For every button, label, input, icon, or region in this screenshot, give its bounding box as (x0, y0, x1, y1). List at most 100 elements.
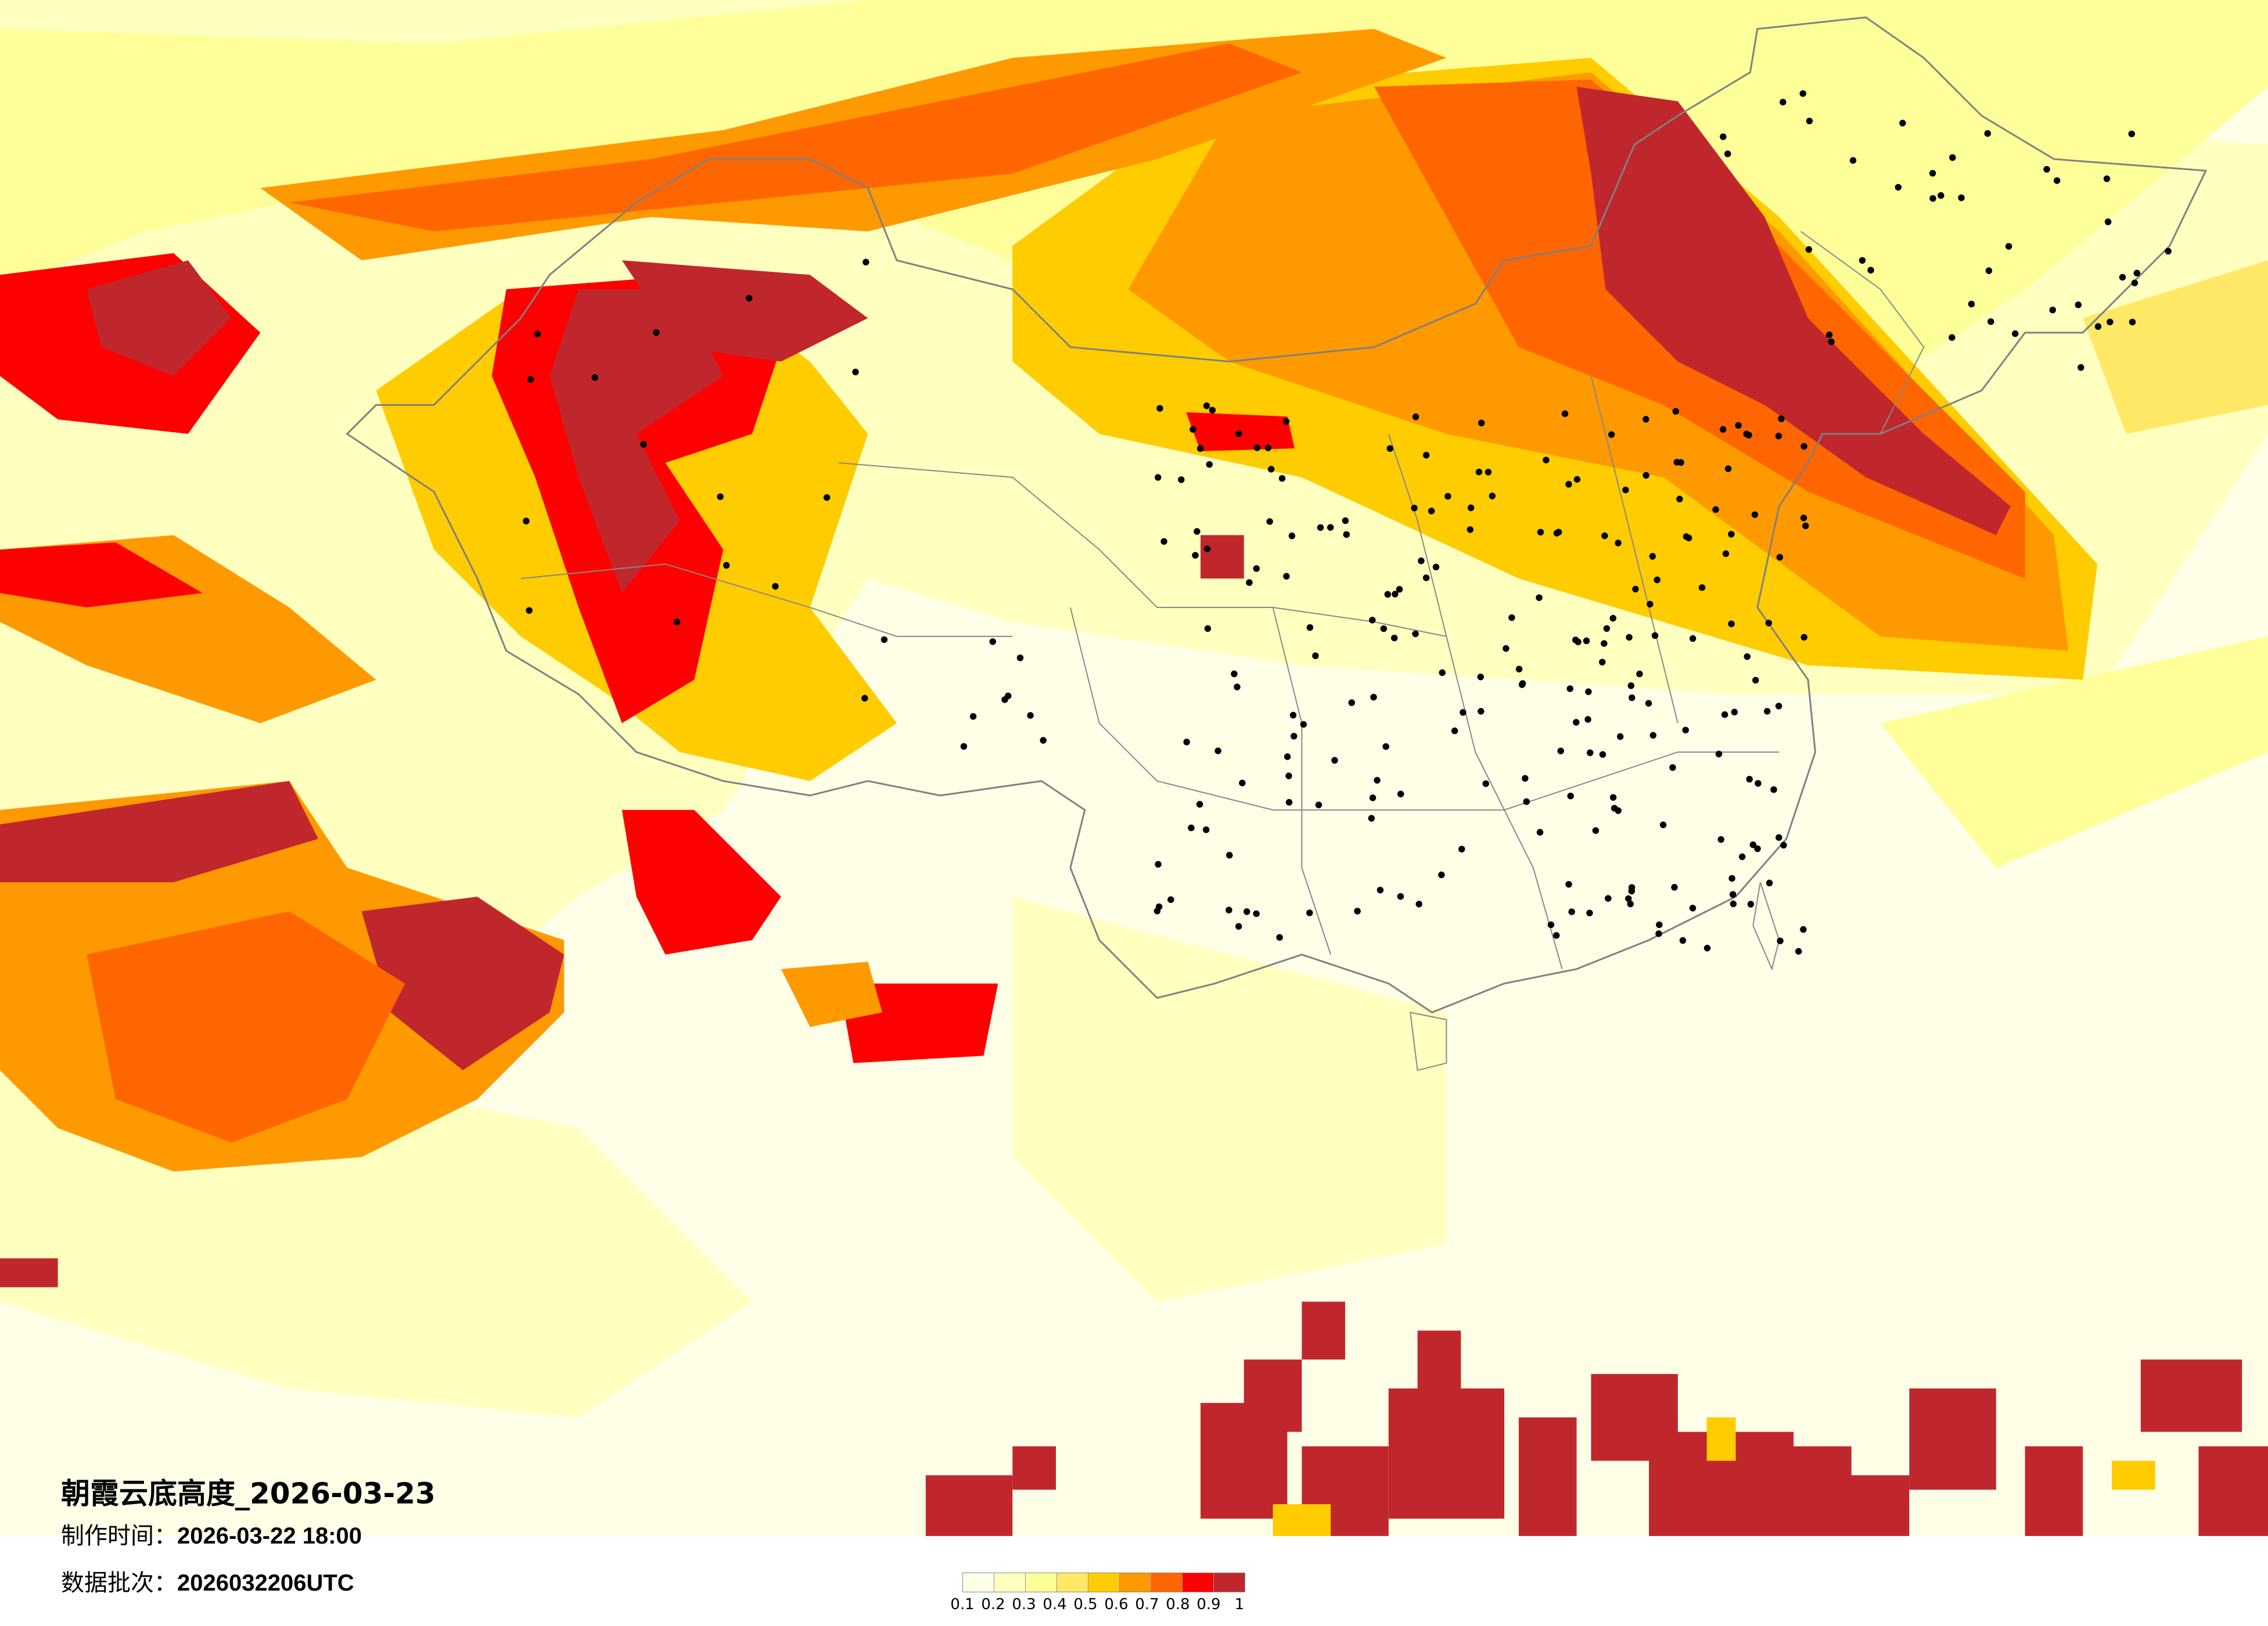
city-marker (2107, 318, 2114, 326)
city-marker (1225, 906, 1232, 913)
city-marker (1682, 726, 1689, 733)
city-marker (1799, 90, 1806, 97)
city-marker (1867, 267, 1874, 274)
city-marker (1958, 194, 1965, 202)
city-marker (1203, 545, 1211, 553)
cloud-region (2083, 260, 2268, 434)
cloud-region (621, 810, 781, 955)
city-marker (1805, 246, 1813, 253)
city-marker (1601, 532, 1608, 539)
city-marker (1537, 528, 1544, 536)
city-marker (1671, 884, 1678, 891)
city-marker (1778, 415, 1785, 422)
city-marker (1985, 267, 1993, 274)
city-marker (2119, 274, 2126, 281)
city-marker (717, 493, 724, 501)
city-marker (1677, 459, 1684, 466)
city-marker (1636, 670, 1643, 678)
city-marker (1415, 901, 1422, 908)
city-marker (1264, 444, 1272, 451)
city-marker (1655, 930, 1662, 937)
city-marker (1412, 413, 1419, 420)
city-marker (1703, 944, 1711, 952)
city-marker (1800, 443, 1807, 450)
data-batch: 数据批次：2026032206UTC (61, 1564, 354, 1598)
city-marker (1386, 445, 1394, 452)
cloud-cell (0, 1258, 58, 1287)
legend-swatch (1057, 1573, 1088, 1592)
city-marker (1776, 553, 1784, 561)
city-marker (1203, 826, 1210, 833)
city-marker (1721, 711, 1728, 718)
city-marker (1728, 531, 1735, 538)
city-marker (1285, 772, 1292, 779)
city-marker (1239, 779, 1246, 787)
city-marker (1178, 476, 1185, 483)
city-marker (1573, 719, 1580, 726)
city-marker (1547, 921, 1555, 929)
city-marker (1267, 466, 1275, 473)
legend-label: 1 (1234, 1596, 1245, 1613)
city-marker (1369, 617, 1376, 624)
city-marker (862, 258, 869, 266)
city-marker (1253, 565, 1260, 572)
city-marker (1235, 430, 1242, 437)
production-time: 制作时间：2026-03-22 18:00 (61, 1517, 362, 1551)
city-marker (1561, 410, 1569, 418)
city-marker (1555, 528, 1562, 536)
city-marker (1478, 708, 1485, 715)
city-marker (1536, 594, 1543, 601)
city-marker (1899, 120, 1906, 127)
city-marker (1859, 257, 1866, 264)
city-marker (1627, 900, 1634, 908)
city-marker (1370, 693, 1377, 701)
city-marker (1397, 790, 1404, 798)
city-marker (1374, 776, 1381, 784)
cloud-field-layers (0, 0, 2268, 1536)
data-batch-label: 数据批次： (61, 1570, 177, 1596)
city-marker (653, 329, 660, 336)
city-marker (523, 517, 530, 525)
city-marker (1565, 881, 1572, 888)
city-marker (1731, 708, 1738, 715)
city-marker (1949, 334, 1956, 341)
city-marker (1775, 433, 1782, 440)
city-marker (1632, 585, 1639, 593)
city-marker (1515, 665, 1523, 672)
city-marker (1629, 694, 1636, 702)
city-marker (1451, 727, 1458, 735)
city-marker (1278, 475, 1286, 482)
city-marker (1755, 780, 1762, 787)
city-marker (1396, 586, 1403, 593)
city-marker (1683, 533, 1690, 540)
city-marker (1729, 891, 1737, 898)
city-marker (1376, 886, 1384, 894)
city-marker (1605, 895, 1612, 902)
city-marker (1543, 456, 1550, 463)
legend-swatch (1026, 1573, 1057, 1592)
city-marker (1654, 576, 1660, 584)
city-marker (1428, 508, 1435, 515)
city-marker (1730, 900, 1737, 908)
city-marker (989, 638, 997, 645)
city-marker (2128, 130, 2136, 138)
city-marker (1752, 677, 1759, 684)
city-marker (1669, 764, 1676, 771)
city-marker (1617, 733, 1624, 740)
legend-swatch (1120, 1573, 1151, 1592)
city-marker (1411, 505, 1418, 512)
city-marker (1203, 402, 1210, 409)
city-marker (1519, 680, 1526, 687)
city-marker (723, 562, 730, 569)
production-time-label: 制作时间： (61, 1523, 177, 1549)
city-marker (1189, 426, 1196, 433)
city-marker (1751, 511, 1759, 518)
city-marker (1231, 670, 1238, 678)
city-marker (1475, 469, 1483, 476)
city-marker (1391, 634, 1398, 642)
city-marker (1968, 300, 1975, 308)
city-marker (1746, 776, 1753, 783)
city-marker (1744, 653, 1751, 660)
city-marker (1689, 635, 1696, 642)
city-marker (1689, 905, 1696, 912)
